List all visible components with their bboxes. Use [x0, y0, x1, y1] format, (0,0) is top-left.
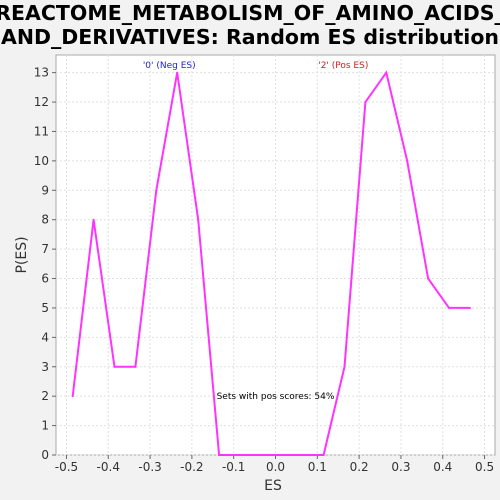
series-point	[197, 218, 200, 221]
series-point	[448, 306, 451, 309]
x-tick-label: -0.2	[180, 460, 203, 474]
annotations: '0' (Neg ES) '2' (Pos ES) Sets with pos sc…	[143, 61, 369, 402]
pos-es-label: '2' (Pos ES)	[318, 61, 368, 71]
grid-lines	[56, 55, 495, 456]
series-point	[238, 454, 241, 456]
y-axis-label: P(ES)	[14, 236, 30, 273]
series-point	[385, 71, 388, 74]
x-tick-label: 0.3	[391, 460, 410, 474]
series-point	[280, 454, 283, 456]
x-tick-label: 0.5	[475, 460, 494, 474]
chart-title-line2: AND_DERIVATIVES: Random ES distribution	[1, 25, 499, 49]
series-point	[71, 395, 74, 398]
x-tick-label: 0.1	[308, 460, 327, 474]
series-point	[259, 454, 262, 456]
series-point	[113, 365, 116, 368]
series-point	[155, 189, 158, 192]
y-tick-label: 11	[34, 124, 49, 138]
y-tick-label: 10	[34, 154, 49, 168]
series-point	[176, 71, 179, 74]
x-tick-label: 0.2	[350, 460, 369, 474]
y-tick-label: 0	[41, 448, 49, 462]
y-tick-label: 7	[41, 242, 49, 256]
series-point	[218, 454, 221, 456]
x-axis-label: ES	[264, 478, 282, 494]
x-tick-label: -0.5	[55, 460, 78, 474]
pos-scores-summary: Sets with pos scores: 54%	[217, 392, 335, 402]
series-point	[134, 365, 137, 368]
neg-es-label: '0' (Neg ES)	[143, 61, 196, 71]
y-tick-label: 4	[41, 330, 49, 344]
x-tick-label: -0.4	[97, 460, 120, 474]
y-tick-label: 3	[41, 360, 49, 374]
series-point	[364, 101, 367, 104]
chart-title-line1: REACTOME_METABOLISM_OF_AMINO_ACIDS_	[0, 1, 500, 25]
series-point	[92, 218, 95, 221]
y-tick-label: 13	[34, 66, 49, 80]
series-point	[322, 454, 325, 456]
x-tick-label: 0.0	[266, 460, 285, 474]
y-tick-label: 12	[34, 95, 49, 109]
y-tick-label: 5	[41, 301, 49, 315]
series-point	[343, 365, 346, 368]
y-tick-label: 2	[41, 389, 49, 403]
series-line	[71, 70, 470, 456]
y-tick-label: 6	[41, 272, 49, 286]
y-tick-label: 8	[41, 213, 49, 227]
y-tick-label: 9	[41, 183, 49, 197]
y-tick-label: 1	[41, 419, 49, 433]
series-point	[468, 306, 471, 309]
x-tick-label: 0.4	[433, 460, 452, 474]
series-point	[427, 277, 430, 280]
series-point	[406, 159, 409, 162]
x-tick-label: -0.1	[222, 460, 245, 474]
series-layer	[71, 70, 471, 456]
series-point	[301, 454, 304, 456]
x-tick-label: -0.3	[138, 460, 161, 474]
